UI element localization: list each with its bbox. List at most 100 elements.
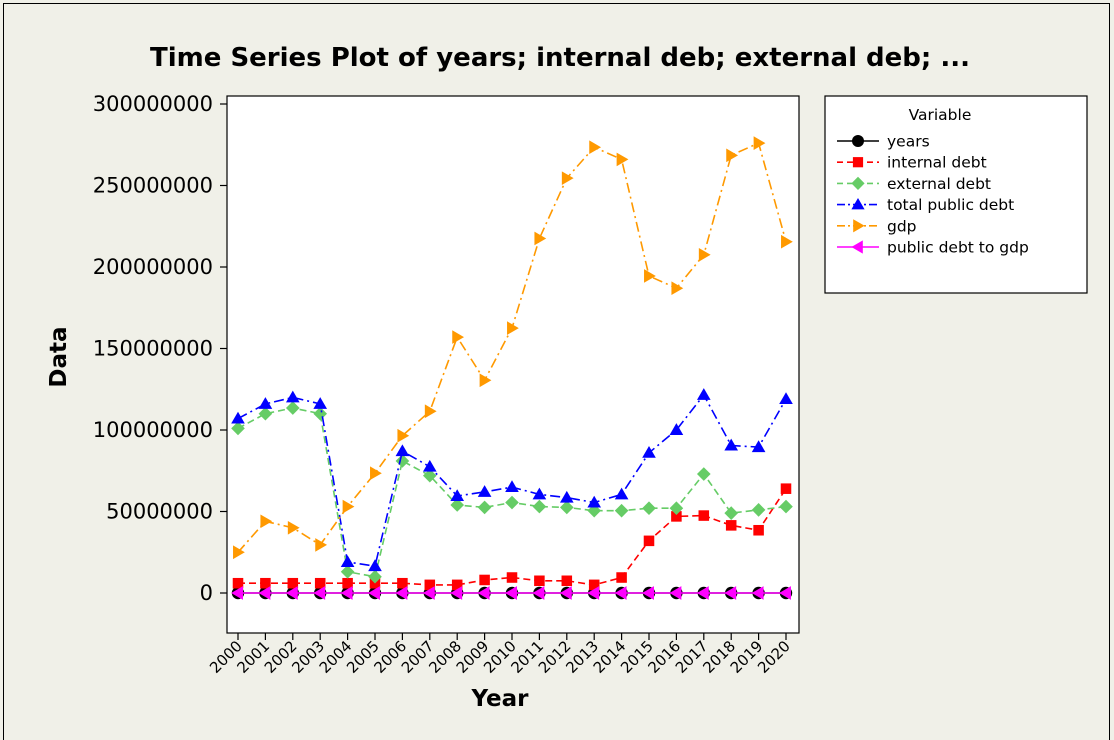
legend-label-internal-debt: internal debt [887,154,987,172]
data-point-internal-debt [561,575,573,587]
data-point-external-debt [669,501,684,516]
data-point-gdp [753,136,766,150]
legend-marker-years [852,135,864,147]
data-point-public-debt-to-gdp [669,586,682,600]
y-tick-label: 300000000 [93,92,213,116]
data-point-gdp [561,171,574,185]
data-point-total-public-debt [532,487,547,500]
window-border [3,3,1110,740]
legend-title: Variable [909,106,972,124]
data-point-internal-debt [588,579,600,591]
data-point-public-debt-to-gdp [587,586,600,600]
data-point-public-debt-to-gdp [477,586,490,600]
legend-marker-gdp [853,219,865,233]
data-point-total-public-debt [258,397,273,409]
data-point-internal-debt [643,535,655,547]
data-point-gdp [644,269,656,283]
data-point-internal-debt [424,579,436,591]
legend-label-external-debt: external debt [887,175,991,193]
series-layer [231,136,793,600]
data-point-total-public-debt [751,440,766,453]
legend-label-total-public-debt: total public debt [887,196,1014,214]
data-point-total-public-debt [614,487,629,500]
data-point-total-public-debt [477,485,492,497]
data-point-external-debt [779,499,793,514]
legend-marker-internal-debt [852,157,864,168]
data-point-external-debt [422,468,437,483]
y-axis: 0 50000000 100000000 150000000 200000000 2500… [93,92,227,605]
data-point-internal-debt [671,511,682,522]
data-point-internal-debt [260,577,271,589]
data-point-internal-debt [232,577,244,589]
data-point-total-public-debt [669,423,684,435]
data-point-internal-debt [753,524,764,536]
data-point-public-debt-to-gdp [313,586,326,600]
plot-area [226,95,800,634]
data-point-internal-debt [479,574,490,586]
data-point-public-debt-to-gdp [340,586,353,600]
series-internal-debt [232,483,792,591]
data-point-public-debt-to-gdp [450,586,463,600]
data-point-total-public-debt [395,444,410,457]
data-point-total-public-debt [450,489,465,501]
data-point-gdp [616,152,629,167]
data-point-gdp [726,148,739,163]
legend-marker-total-public-debt [851,198,865,210]
series-gdp [233,136,793,560]
data-point-total-public-debt [285,390,300,403]
data-point-total-public-debt [313,397,328,409]
data-point-public-debt-to-gdp [258,586,271,600]
data-point-total-public-debt [642,446,656,458]
data-point-internal-debt [314,577,326,589]
data-point-gdp [452,330,465,344]
chart-title: Time Series Plot of years; internal deb;… [150,43,970,73]
data-point-gdp [781,234,793,249]
data-point-gdp [370,466,382,481]
legend-label-public-debt-to-gdp: public debt to gdp [887,239,1029,257]
y-tick-label: 250000000 [93,174,213,198]
data-point-total-public-debt [724,438,739,451]
data-point-internal-debt [451,579,463,591]
data-point-gdp [424,404,437,419]
data-point-public-debt-to-gdp [505,586,517,600]
data-point-external-debt [477,500,492,515]
data-point-public-debt-to-gdp [559,586,572,600]
data-point-gdp [397,428,410,443]
data-point-internal-debt [534,575,545,587]
data-point-gdp [671,281,684,296]
data-point-external-debt [368,569,382,584]
data-point-total-public-debt [505,480,519,493]
data-point-internal-debt [725,520,737,531]
data-point-public-debt-to-gdp [231,586,243,600]
series-public-debt-to-gdp [231,586,791,600]
data-point-gdp [589,140,602,155]
data-point-public-debt-to-gdp [395,586,408,600]
y-tick-label: 100000000 [93,418,213,442]
data-point-external-debt [450,498,465,512]
data-point-public-debt-to-gdp [724,586,737,600]
legend-marker-external-debt [851,176,865,190]
data-point-gdp [287,520,300,535]
data-point-internal-debt [287,577,299,589]
y-tick-label: 200000000 [93,255,213,279]
data-point-total-public-debt [231,411,245,424]
x-axis: 2000200120022003200420052006200720082009… [206,633,794,677]
data-point-internal-debt [780,483,792,494]
y-axis-title: Data [46,326,72,387]
data-point-internal-debt [616,572,627,583]
data-point-public-debt-to-gdp [614,586,627,600]
series-external-debt [231,401,793,584]
data-point-total-public-debt [779,392,793,404]
data-point-external-debt [559,500,574,515]
x-axis-title: Year [470,686,529,712]
legend-marker-public-debt-to-gdp [851,240,863,254]
data-point-external-debt [614,503,629,518]
data-point-gdp [260,514,273,529]
data-point-public-debt-to-gdp [532,586,545,600]
data-point-total-public-debt [340,555,355,567]
data-point-external-debt [231,421,245,436]
data-point-external-debt [285,401,300,415]
data-point-total-public-debt [587,495,602,508]
series-line-internal-debt [238,488,787,586]
